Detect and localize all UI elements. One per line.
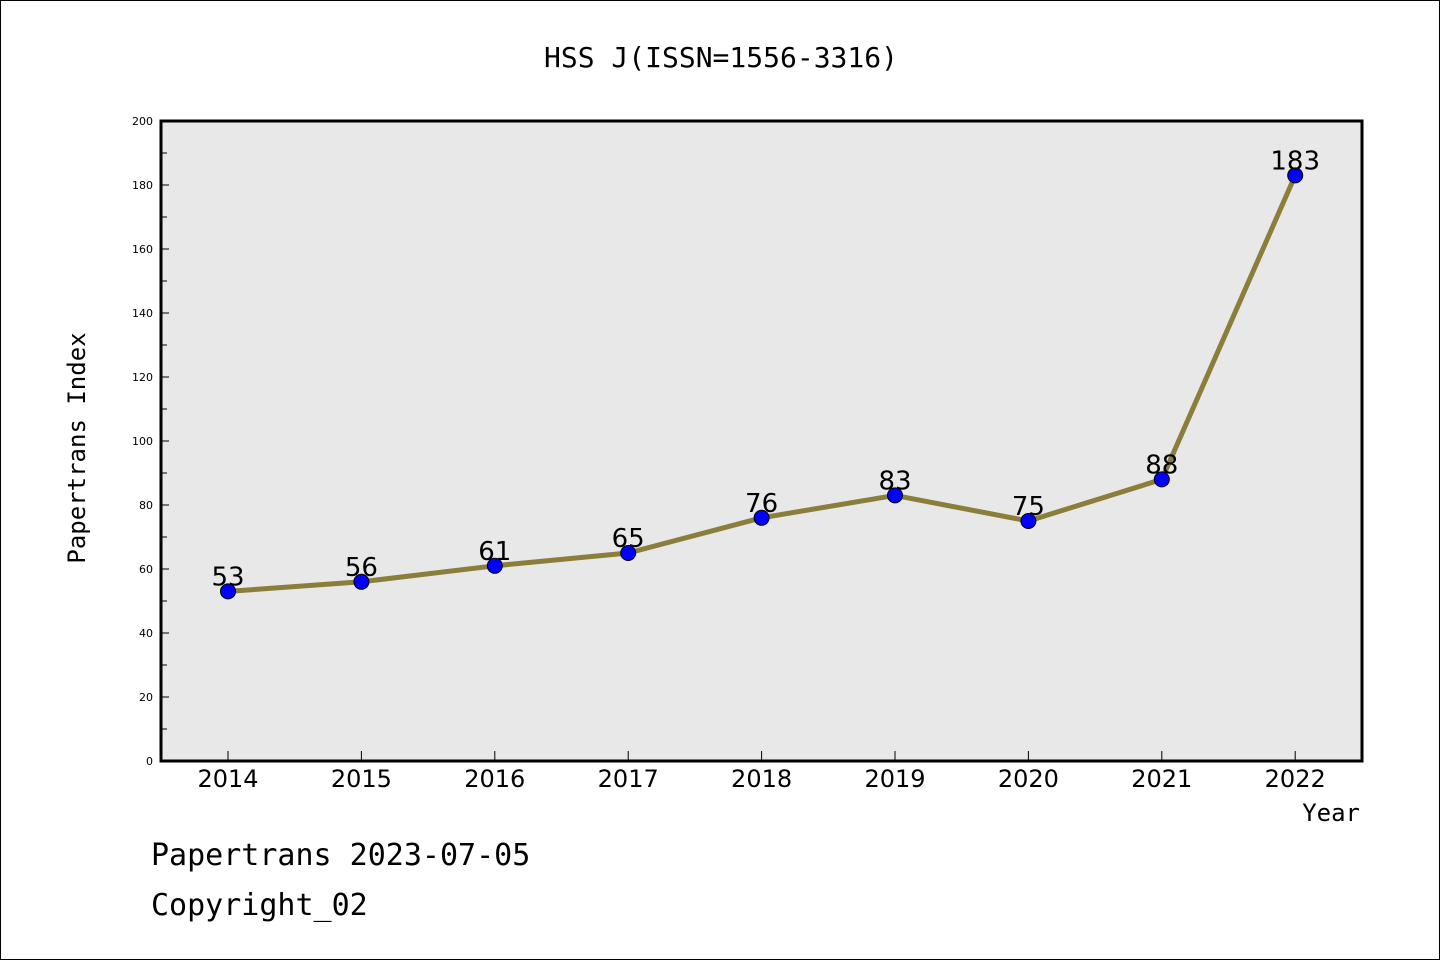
data-label: 61 — [478, 537, 511, 567]
footer-copyright: Copyright_02 — [151, 888, 368, 923]
x-axis-label: Year — [1302, 799, 1360, 827]
y-tick-label: 0 — [146, 755, 153, 768]
x-tick-label: 2022 — [1265, 765, 1326, 793]
x-tick-label: 2015 — [331, 765, 392, 793]
x-axis: 2014 2015 2016 2017 2018 2019 2020 2021 2022 — [197, 751, 1326, 793]
plot-area — [159, 119, 1364, 763]
data-point — [220, 583, 236, 600]
data-label: 88 — [1145, 450, 1178, 480]
y-tick-label: 200 — [132, 115, 153, 128]
y-tick-label: 120 — [132, 371, 153, 384]
y-tick-label: 180 — [132, 179, 153, 192]
data-point — [1287, 167, 1304, 184]
data-point — [620, 545, 637, 561]
data-point — [486, 557, 503, 574]
x-tick-label: 2018 — [731, 765, 792, 793]
y-tick-label: 160 — [132, 243, 153, 256]
data-label: 83 — [878, 466, 911, 496]
y-tick-label: 60 — [139, 563, 153, 576]
y-axis-label: Papertrans Index — [63, 332, 91, 563]
data-point — [887, 487, 903, 504]
y-tick-label: 100 — [132, 435, 153, 448]
y-axis: 0 20 40 60 80 100 120 140 160 180 200 — [132, 115, 169, 768]
x-tick-label: 2021 — [1131, 765, 1192, 793]
y-tick-label: 140 — [132, 307, 153, 320]
y-tick-label: 40 — [139, 627, 153, 640]
data-point — [753, 509, 770, 526]
x-tick-label: 2019 — [864, 765, 925, 793]
x-tick-label: 2014 — [197, 765, 258, 793]
x-tick-label: 2020 — [998, 765, 1059, 793]
data-label: 65 — [612, 524, 645, 554]
data-label: 76 — [745, 489, 778, 519]
data-label: 183 — [1270, 146, 1320, 176]
data-label: 56 — [345, 553, 378, 583]
data-label: 53 — [211, 562, 244, 592]
y-tick-label: 20 — [139, 691, 153, 704]
chart-title: HSS J(ISSN=1556-3316) — [544, 41, 898, 74]
footer-date: Papertrans 2023-07-05 — [151, 838, 530, 873]
data-labels: 53 56 61 65 76 83 75 88 183 — [211, 146, 1320, 592]
data-label: 75 — [1012, 492, 1045, 522]
x-tick-label: 2016 — [464, 765, 525, 793]
data-point — [1153, 471, 1170, 488]
y-tick-label: 80 — [139, 499, 153, 512]
x-tick-label: 2017 — [598, 765, 659, 793]
series-markers — [220, 167, 1304, 600]
data-point — [353, 573, 370, 590]
data-point — [1020, 513, 1037, 529]
